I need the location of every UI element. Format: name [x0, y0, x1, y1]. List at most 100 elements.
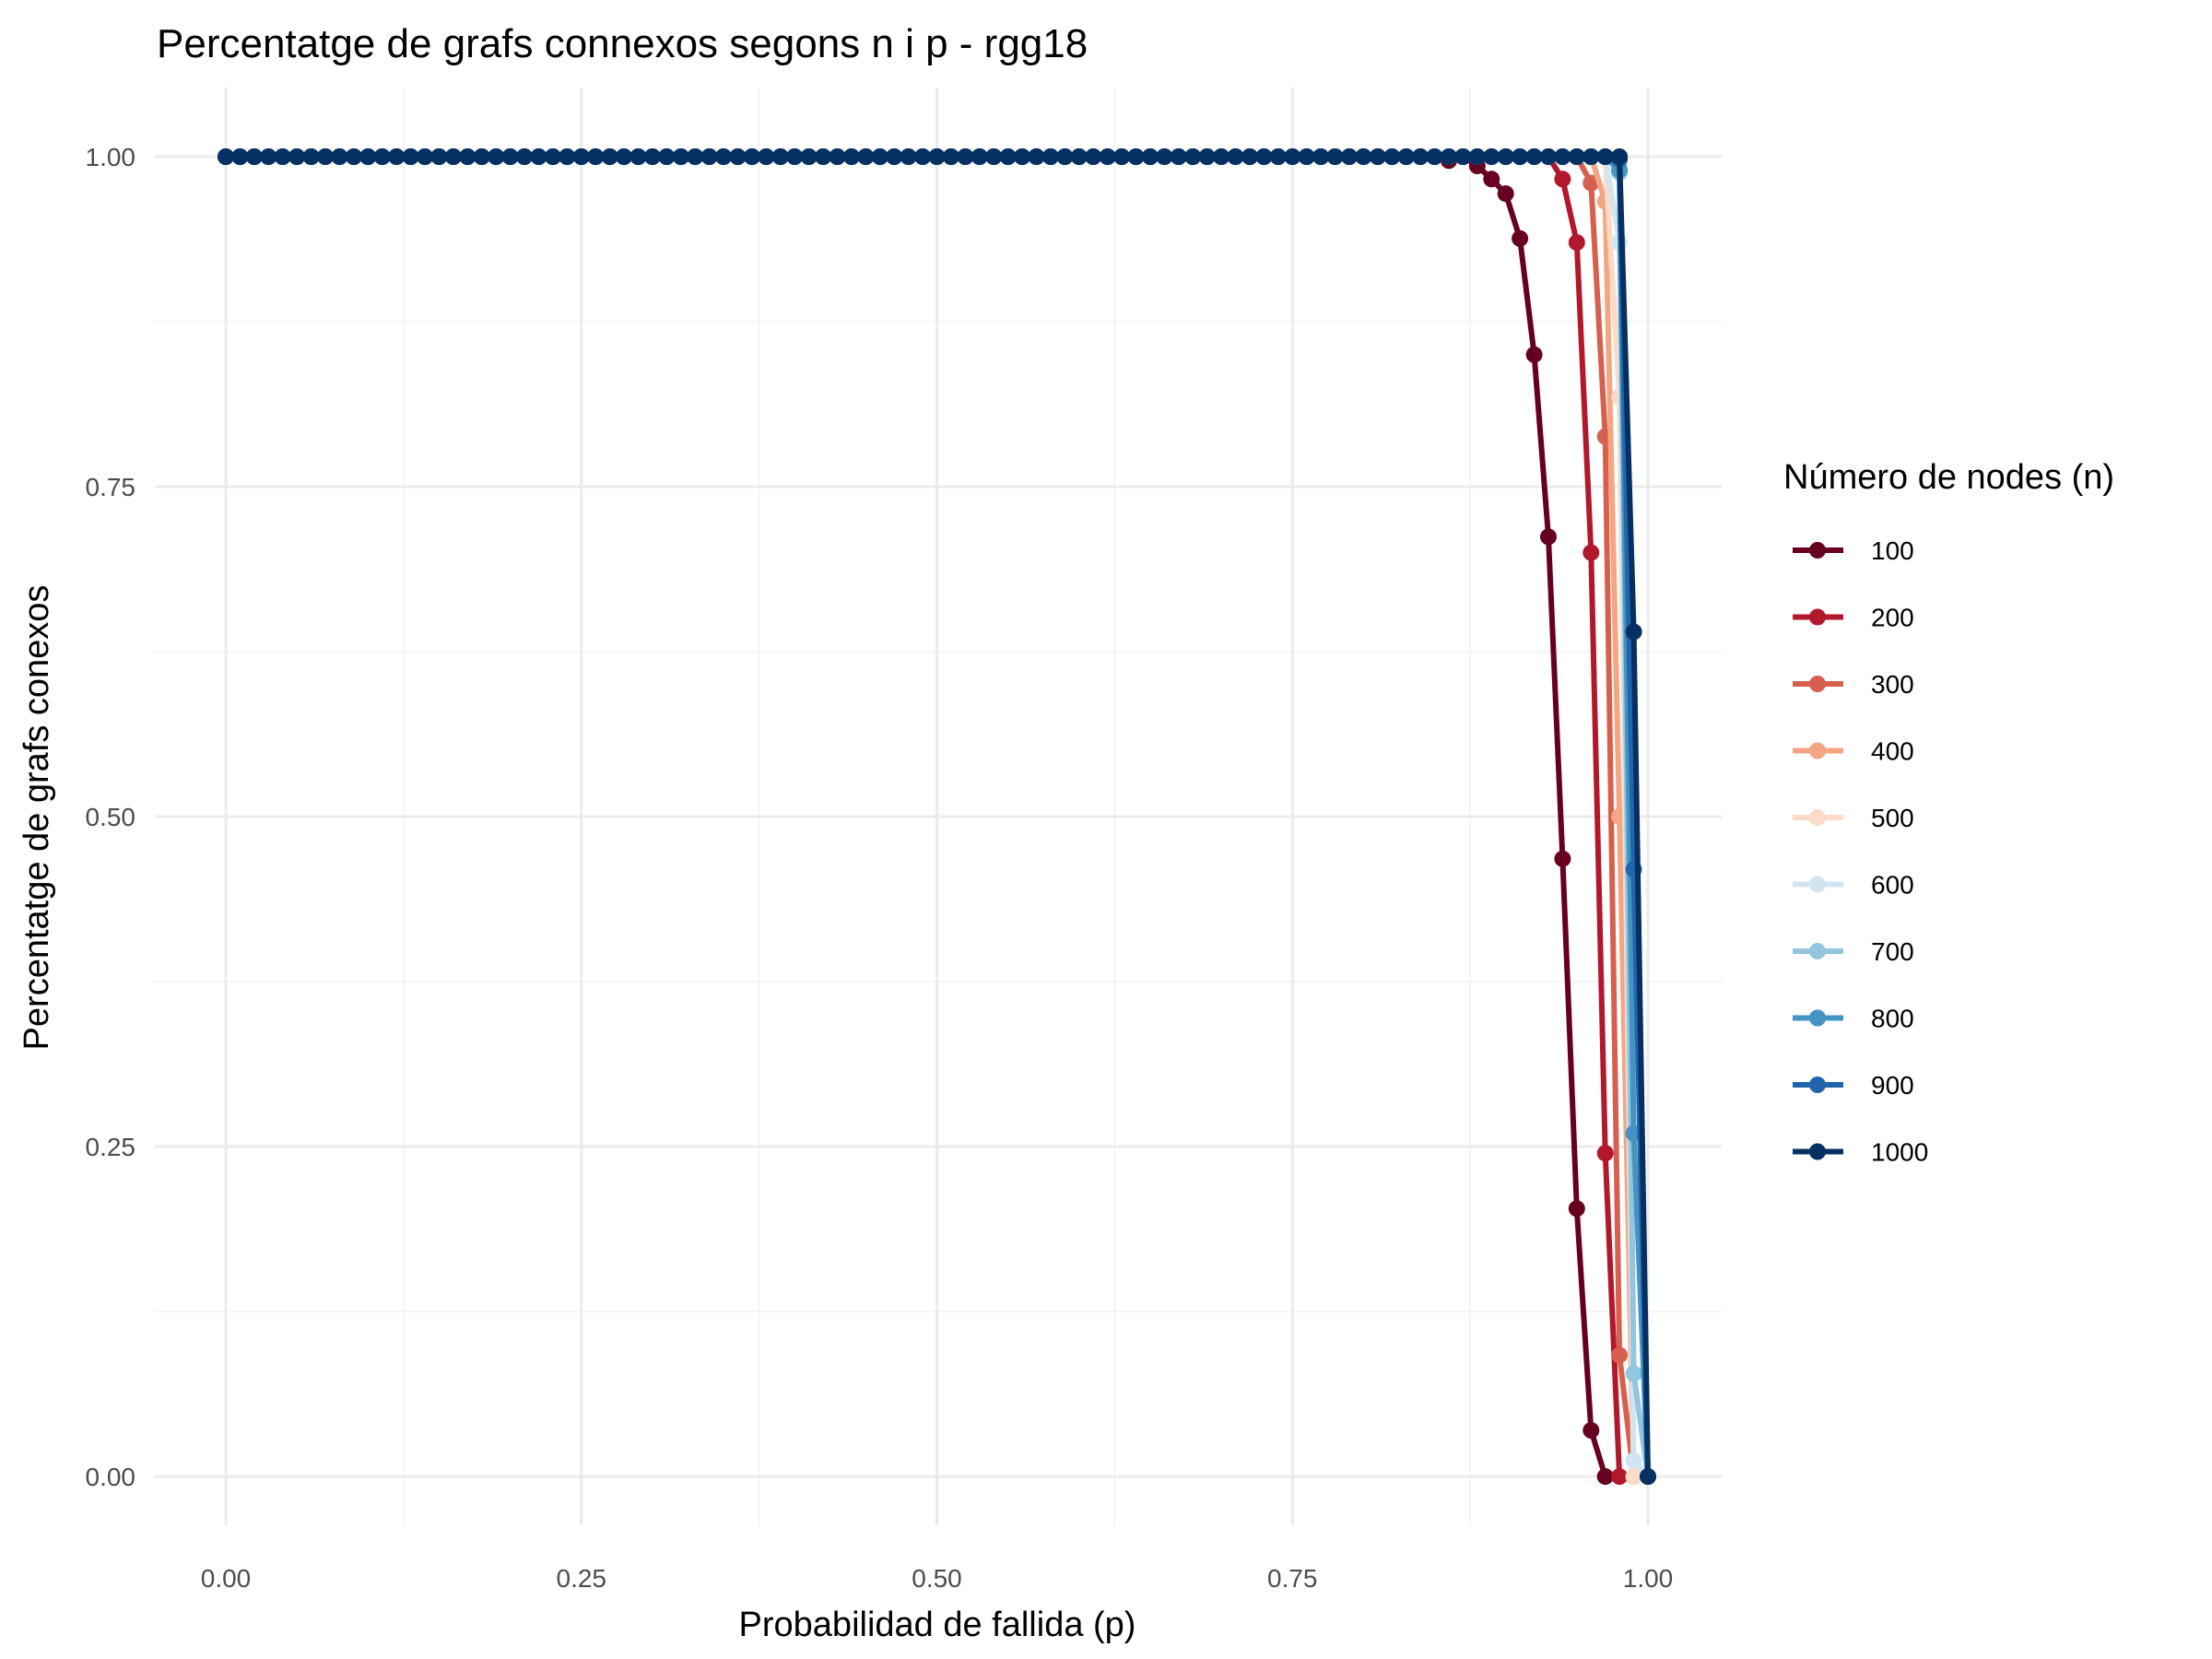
data-point-1000: [786, 148, 804, 165]
data-point-1000: [317, 148, 334, 165]
data-point-1000: [1312, 148, 1330, 165]
x-tick-label: 0.00: [201, 1564, 252, 1593]
x-tick-label: 0.50: [912, 1564, 962, 1593]
data-point-100: [1554, 850, 1571, 867]
data-point-1000: [1227, 148, 1244, 165]
data-point-1000: [1070, 148, 1088, 165]
data-point-100: [1512, 229, 1529, 247]
data-point-1000: [985, 148, 1003, 165]
data-point-100: [1525, 346, 1543, 363]
data-point-1000: [1198, 148, 1216, 165]
data-point-1000: [1326, 148, 1344, 165]
data-point-1000: [800, 148, 818, 165]
data-point-1000: [1113, 148, 1131, 165]
legend-item-400: 400: [1793, 737, 1914, 766]
data-point-1000: [616, 148, 632, 165]
data-point-1000: [1383, 148, 1401, 165]
y-tick-label: 0.75: [86, 473, 136, 501]
legend-label: 200: [1871, 604, 1914, 632]
data-point-1000: [402, 148, 419, 165]
legend-key-dot: [1809, 876, 1826, 893]
data-point-1000: [1483, 148, 1500, 165]
data-point-1000: [1441, 148, 1457, 165]
data-point-100: [1583, 1421, 1600, 1439]
data-point-1000: [1255, 148, 1273, 165]
data-point-100: [1497, 185, 1514, 203]
y-tick-label: 1.00: [86, 143, 136, 171]
grid-major: [155, 88, 1722, 1525]
data-point-1000: [1554, 148, 1571, 165]
y-tick-label: 0.25: [86, 1133, 136, 1161]
data-point-1000: [1540, 148, 1557, 165]
data-point-100: [1540, 528, 1557, 546]
legend-key-dot: [1809, 676, 1826, 692]
data-point-1000: [643, 148, 661, 165]
data-point-1000: [829, 148, 846, 165]
data-point-1000: [629, 148, 647, 165]
data-point-200: [1583, 544, 1600, 561]
data-point-1000: [1497, 148, 1514, 165]
data-point-1000: [871, 148, 888, 165]
chart-title: Percentatge de grafs connexos segons n i…: [157, 21, 1088, 66]
data-point-1000: [942, 148, 959, 165]
data-point-1000: [886, 148, 903, 165]
data-point-1000: [1156, 148, 1173, 165]
data-point-1000: [587, 148, 605, 165]
data-point-1000: [473, 148, 490, 165]
data-point-1000: [1213, 148, 1230, 165]
data-point-1000: [1625, 623, 1642, 641]
legend-key-dot: [1809, 943, 1826, 959]
data-point-1000: [700, 148, 718, 165]
y-axis-title: Percentatge de grafs conexos: [18, 585, 56, 1051]
legend-item-200: 200: [1793, 604, 1914, 632]
data-point-1000: [245, 148, 263, 165]
legend-key-dot: [1809, 608, 1826, 626]
data-point-1000: [1525, 148, 1543, 165]
legend-item-600: 600: [1793, 871, 1914, 900]
legend-item-1000: 1000: [1793, 1138, 1928, 1167]
legend-items: 100 200 300 400 500 600 700 800 900 1000: [1793, 536, 1928, 1167]
data-point-1000: [842, 148, 860, 165]
data-point-1000: [218, 148, 234, 165]
y-tick-label: 0.50: [86, 803, 136, 831]
legend-item-800: 800: [1793, 1005, 1914, 1033]
data-point-1000: [687, 148, 704, 165]
legend-label: 100: [1871, 536, 1914, 565]
data-point-200: [1611, 1468, 1629, 1485]
y-axis-ticks: 0.00 0.25 0.50 0.75 1.00: [86, 143, 136, 1491]
data-point-1000: [1085, 148, 1102, 165]
data-point-1000: [1056, 148, 1074, 165]
data-point-600: [1625, 1452, 1642, 1469]
data-point-1000: [373, 148, 391, 165]
data-point-1000: [1099, 148, 1116, 165]
legend-label: 400: [1871, 737, 1914, 766]
legend: Número de nodes (n) 100 200 300 400 500 600 70…: [1783, 458, 2114, 1167]
data-point-1000: [444, 148, 462, 165]
legend-label: 600: [1871, 871, 1914, 900]
data-point-1000: [572, 148, 590, 165]
legend-item-900: 900: [1793, 1071, 1914, 1100]
data-point-1000: [1355, 148, 1372, 165]
legend-label: 700: [1871, 937, 1914, 966]
data-point-300: [1611, 1347, 1629, 1364]
data-point-1000: [601, 148, 618, 165]
legend-item-300: 300: [1793, 670, 1914, 699]
data-point-1000: [1426, 148, 1443, 165]
data-point-1000: [1028, 148, 1045, 165]
data-point-1000: [388, 148, 406, 165]
data-point-1000: [1412, 148, 1430, 165]
data-point-1000: [1341, 148, 1358, 165]
data-point-1000: [1583, 148, 1600, 165]
data-point-1000: [1142, 148, 1159, 165]
series-1000: [218, 148, 1656, 1485]
x-axis-title: Probabilidad de fallida (p): [739, 1606, 1136, 1644]
legend-item-500: 500: [1793, 804, 1914, 832]
data-point-1000: [771, 148, 789, 165]
data-point-1000: [999, 148, 1017, 165]
data-point-100: [1596, 1468, 1614, 1485]
data-point-1000: [430, 148, 448, 165]
legend-item-700: 700: [1793, 937, 1914, 966]
legend-label: 900: [1871, 1071, 1914, 1100]
data-point-1000: [488, 148, 505, 165]
